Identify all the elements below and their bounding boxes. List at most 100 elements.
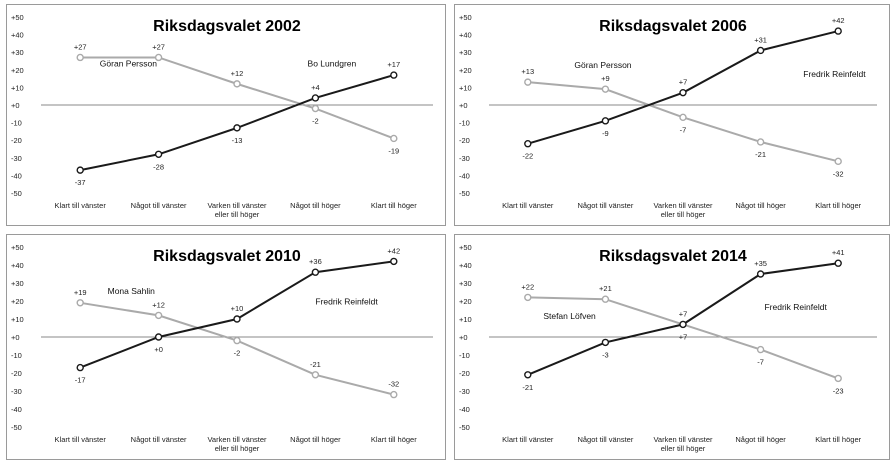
x-tick-label: Något till höger [735, 201, 786, 210]
data-label: -32 [388, 380, 399, 389]
data-label: +22 [521, 282, 534, 291]
data-point [233, 124, 241, 132]
x-tick-label: Klart till höger [371, 201, 417, 210]
data-point [76, 53, 84, 62]
data-point [524, 371, 532, 379]
x-tick-label: Något till vänster [131, 201, 187, 210]
data-label: +17 [387, 60, 400, 69]
data-point [601, 117, 610, 125]
y-tick-label: -30 [459, 387, 470, 396]
y-tick-label: -10 [459, 351, 470, 360]
data-point [834, 157, 842, 166]
data-point [524, 293, 532, 302]
x-tick-label: eller till höger [215, 444, 260, 453]
data-label: +42 [387, 246, 400, 255]
x-tick-label: Klart till vänster [502, 435, 554, 444]
chart-panel: +50 +40 +30 +20 +10 +0 -10 -20 -30 -40 -50 Riksdags… [6, 234, 446, 460]
data-point [834, 259, 842, 267]
y-tick-label: -40 [11, 405, 22, 414]
y-tick-label: +40 [459, 31, 472, 40]
data-label: +13 [521, 67, 534, 76]
data-point [390, 71, 398, 79]
y-tick-label: +20 [459, 297, 472, 306]
y-tick-label: -30 [459, 154, 470, 163]
data-point [390, 390, 398, 399]
data-point [154, 333, 163, 341]
data-label: +12 [231, 69, 244, 78]
x-tick-label: Klart till höger [815, 201, 861, 210]
x-tick-label: Varken till vänster [653, 201, 713, 210]
data-point [154, 150, 163, 158]
series-name-label: Stefan Löfven [543, 311, 596, 321]
data-label: +4 [311, 83, 320, 92]
y-tick-label: -10 [11, 119, 22, 128]
y-tick-label: +20 [459, 66, 472, 75]
data-point [756, 138, 765, 146]
chart-svg: +50 +40 +30 +20 +10 +0 -10 -20 -30 -40 -50 Riksdags… [459, 13, 877, 219]
y-tick-label: -40 [459, 405, 470, 414]
data-label: +7 [679, 78, 688, 87]
y-tick-label: +30 [11, 48, 24, 57]
y-tick-label: -20 [11, 136, 22, 145]
y-tick-label: +40 [11, 261, 24, 270]
x-tick-label: eller till höger [661, 444, 706, 453]
data-label: -37 [75, 178, 86, 187]
data-label: -7 [757, 358, 764, 367]
x-tick-label: eller till höger [661, 210, 706, 219]
x-tick-label: eller till höger [215, 210, 260, 219]
y-tick-label: -50 [459, 423, 470, 432]
data-point [524, 78, 532, 86]
y-tick-label: -40 [11, 171, 22, 180]
data-point [390, 257, 398, 266]
data-label: -17 [75, 376, 86, 385]
data-label: -7 [680, 125, 687, 134]
data-label: +35 [754, 259, 767, 268]
series-name-label: Fredrik Reinfeldt [803, 69, 866, 79]
data-point [679, 88, 687, 97]
data-point [601, 295, 610, 303]
data-point [834, 374, 842, 383]
chart-panel: +50 +40 +30 +20 +10 +0 -10 -20 -30 -40 -50 Riksdags… [6, 4, 446, 226]
data-point [76, 299, 84, 307]
y-tick-label: +10 [11, 83, 24, 92]
y-tick-label: +10 [459, 315, 472, 324]
chart-svg: +50 +40 +30 +20 +10 +0 -10 -20 -30 -40 -50 Riksdags… [11, 243, 433, 453]
data-point [233, 80, 241, 88]
data-point [311, 94, 320, 102]
x-tick-label: Något till vänster [131, 435, 187, 444]
series-name-label: Bo Lundgren [308, 58, 357, 68]
data-label: -19 [388, 146, 399, 155]
y-tick-label: +0 [11, 101, 20, 110]
data-point [311, 268, 320, 276]
data-label: -21 [310, 360, 321, 369]
x-tick-label: Något till höger [290, 435, 341, 444]
x-tick-label: Något till vänster [577, 201, 633, 210]
y-tick-label: +20 [11, 297, 24, 306]
y-tick-label: +30 [459, 279, 472, 288]
y-tick-label: +10 [11, 315, 24, 324]
data-point [154, 311, 163, 320]
y-tick-label: +10 [459, 83, 472, 92]
x-tick-label: Klart till vänster [55, 435, 107, 444]
data-point [756, 270, 765, 278]
data-point [76, 166, 84, 174]
data-label: +27 [74, 42, 87, 51]
y-tick-label: +50 [459, 13, 472, 22]
x-tick-label: Varken till vänster [653, 435, 713, 444]
data-label: +12 [152, 300, 165, 309]
chart-panel: +50 +40 +30 +20 +10 +0 -10 -20 -30 -40 -50 Riksdags… [454, 234, 890, 460]
y-tick-label: -20 [459, 136, 470, 145]
data-label: -23 [833, 386, 844, 395]
chart-svg: +50 +40 +30 +20 +10 +0 -10 -20 -30 -40 -50 Riksdags… [459, 243, 877, 453]
data-label: +41 [832, 248, 845, 257]
y-tick-label: +0 [459, 333, 468, 342]
y-tick-label: +0 [11, 333, 20, 342]
y-tick-label: +0 [459, 101, 468, 110]
data-point [233, 336, 241, 345]
series-name-label: Mona Sahlin [108, 286, 156, 296]
data-point [311, 104, 320, 113]
data-label: +0 [154, 345, 163, 354]
data-label: +42 [832, 16, 845, 25]
data-label: -2 [234, 349, 241, 358]
